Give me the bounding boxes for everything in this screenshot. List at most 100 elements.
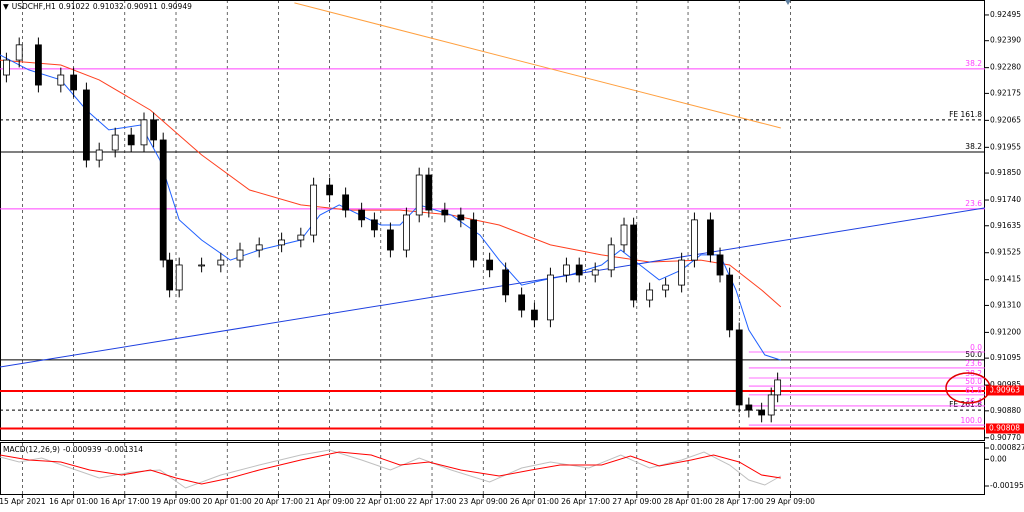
x-tick-label: 29 Apr 09:00 xyxy=(766,497,815,506)
y-tick-label: 0.92065 xyxy=(990,115,1021,124)
candle-body xyxy=(111,134,119,151)
price-label: 0.90808 xyxy=(989,423,1020,432)
fib-label: 23.6 xyxy=(965,359,982,368)
level-label: 38.2 xyxy=(965,59,982,68)
header-value: 0.90911 xyxy=(126,2,158,11)
candle-body xyxy=(326,184,334,196)
header-value: 0.90949 xyxy=(160,2,192,11)
y-tick-label: 0.90770 xyxy=(990,433,1021,442)
candle-body xyxy=(255,244,263,251)
x-tick-label: 16 Apr 01:00 xyxy=(49,497,98,506)
price-label-box xyxy=(986,385,1024,396)
level-label: FE 261.8 xyxy=(949,400,982,409)
moving-line xyxy=(294,2,781,129)
highlight-circle xyxy=(945,372,991,404)
macd-plot xyxy=(0,443,791,494)
candle-body xyxy=(342,194,350,211)
y-tick-label: 0.90985 xyxy=(990,380,1021,389)
y-tick-label: 0.000827 xyxy=(990,443,1024,452)
y-tick-label: 0.91635 xyxy=(990,221,1021,230)
candle-body xyxy=(441,209,449,216)
indicator-name: MACD(12,26,9) xyxy=(3,445,60,454)
candle-body xyxy=(767,394,775,416)
candle-body xyxy=(95,149,103,161)
fib-label: 100.0 xyxy=(961,416,983,425)
x-tick-label: 21 Apr 09:00 xyxy=(305,497,354,506)
candle-body xyxy=(236,249,244,261)
x-tick-label: 20 Apr 01:00 xyxy=(203,497,252,506)
y-tick-label: -0.001956 xyxy=(990,481,1024,490)
candle-body xyxy=(35,44,42,86)
candle-body xyxy=(70,74,78,91)
x-tick-label: 26 Apr 17:00 xyxy=(561,497,610,506)
candle-body xyxy=(518,294,526,311)
candle-body xyxy=(457,214,465,221)
candle-body xyxy=(297,234,305,241)
fib-label: 0.0 xyxy=(970,343,982,352)
indicator-line xyxy=(0,451,781,485)
candle-body xyxy=(15,44,23,61)
candle-body xyxy=(425,174,433,211)
level-label: FE 161.8 xyxy=(949,110,982,119)
x-tick-label: 15 Apr 2021 xyxy=(0,497,46,506)
candle-body xyxy=(310,184,318,236)
x-tick-label: 27 Apr 09:00 xyxy=(612,497,661,506)
macd-frame xyxy=(0,442,985,495)
candle-body xyxy=(758,409,766,416)
header-value: -0.001314 xyxy=(104,445,143,454)
candle-body xyxy=(646,289,654,301)
y-tick-label: 0.91850 xyxy=(990,168,1021,177)
candle-body xyxy=(140,119,148,146)
y-tick-label: 0.91740 xyxy=(990,195,1021,204)
header-value: -0.000939 xyxy=(62,445,102,454)
candle-body xyxy=(691,219,698,261)
candle-body xyxy=(591,269,599,276)
menu-arrow: ▼ xyxy=(3,2,9,11)
fib-label: 76.4 xyxy=(965,397,982,406)
x-tick-label: 19 Apr 09:00 xyxy=(152,497,201,506)
level-label: 23.6 xyxy=(965,199,982,208)
shift-marker xyxy=(785,0,791,5)
x-tick-label: 22 Apr 17:00 xyxy=(408,497,457,506)
candle-body xyxy=(127,134,135,146)
candle-body xyxy=(620,224,628,246)
axes: 15 Apr 2021 16 Apr 01:00 16 Apr 17:00 19 Ap… xyxy=(0,10,1024,506)
candle-body xyxy=(502,269,510,296)
moving-line xyxy=(0,207,985,368)
candle-body xyxy=(726,274,734,331)
candle-body xyxy=(166,259,174,291)
y-tick-label: 0.91200 xyxy=(990,327,1021,336)
y-tick-label: 0.90880 xyxy=(990,406,1021,415)
y-tick-label: 0.00 xyxy=(990,454,1007,463)
y-tick-label: 0.92280 xyxy=(990,63,1021,72)
symbol: USDCHF,H1 xyxy=(11,2,56,11)
y-tick-label: 0.91310 xyxy=(990,300,1021,309)
candle-body xyxy=(531,309,538,321)
fib-label: 50.0 xyxy=(965,377,982,386)
candle-body xyxy=(159,139,167,261)
y-tick-label: 0.91095 xyxy=(990,353,1021,362)
candle-body xyxy=(563,264,570,276)
y-tick-label: 0.91415 xyxy=(990,275,1021,284)
candle-body xyxy=(3,59,10,76)
candle-body xyxy=(774,379,782,396)
candle-body xyxy=(415,174,423,216)
x-tick-label: 23 Apr 09:00 xyxy=(459,497,508,506)
candle-body xyxy=(198,264,206,267)
candle-body xyxy=(735,329,743,406)
y-tick-label: 0.92175 xyxy=(990,88,1021,97)
y-tick-label: 0.92495 xyxy=(990,10,1021,19)
x-tick-label: 20 Apr 17:00 xyxy=(254,497,303,506)
candle-body xyxy=(403,214,410,251)
candle-body xyxy=(745,404,753,411)
candle-body xyxy=(678,259,686,286)
candle-body xyxy=(607,244,615,271)
chart-header: ▼ USDCHF,H1 0.91022 0.91032 0.90911 0.90949 xyxy=(3,2,195,11)
candle-body xyxy=(278,239,286,246)
level-label: 50.0 xyxy=(965,350,982,359)
x-tick-label: 28 Apr 01:00 xyxy=(664,497,713,506)
candle-body xyxy=(217,259,225,266)
candle-body xyxy=(358,209,366,221)
header-value: 0.91022 xyxy=(58,2,90,11)
header-value: 0.91032 xyxy=(92,2,124,11)
